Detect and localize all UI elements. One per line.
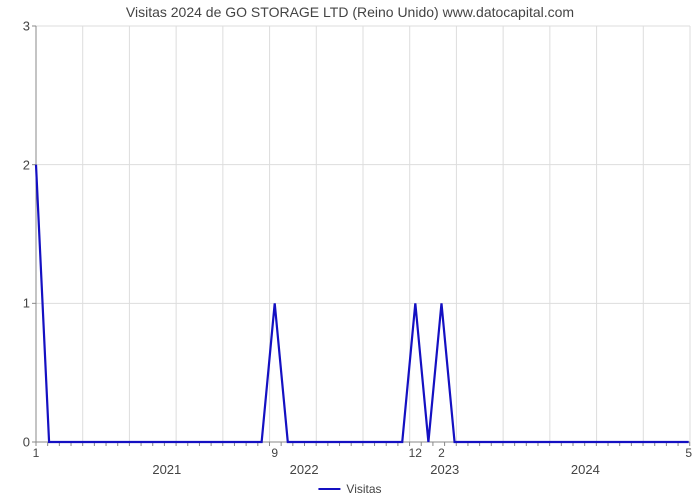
x-point-label: 5 (685, 446, 692, 460)
plot-area (36, 26, 690, 442)
legend: Visitas (318, 482, 381, 496)
plot-svg (36, 26, 690, 448)
y-tick-label: 1 (0, 296, 30, 311)
x-year-label: 2022 (290, 462, 319, 477)
y-tick-label: 0 (0, 435, 30, 450)
legend-swatch (318, 488, 340, 490)
x-year-label: 2024 (571, 462, 600, 477)
chart-container: Visitas 2024 de GO STORAGE LTD (Reino Un… (0, 0, 700, 500)
x-point-label: 9 (271, 446, 278, 460)
x-year-label: 2023 (430, 462, 459, 477)
chart-title: Visitas 2024 de GO STORAGE LTD (Reino Un… (0, 4, 700, 20)
x-year-label: 2021 (152, 462, 181, 477)
x-point-label: 1 (33, 446, 40, 460)
x-point-label: 2 (438, 446, 445, 460)
x-point-label: 12 (409, 446, 422, 460)
y-tick-label: 2 (0, 157, 30, 172)
y-tick-label: 3 (0, 19, 30, 34)
legend-label: Visitas (346, 482, 381, 496)
